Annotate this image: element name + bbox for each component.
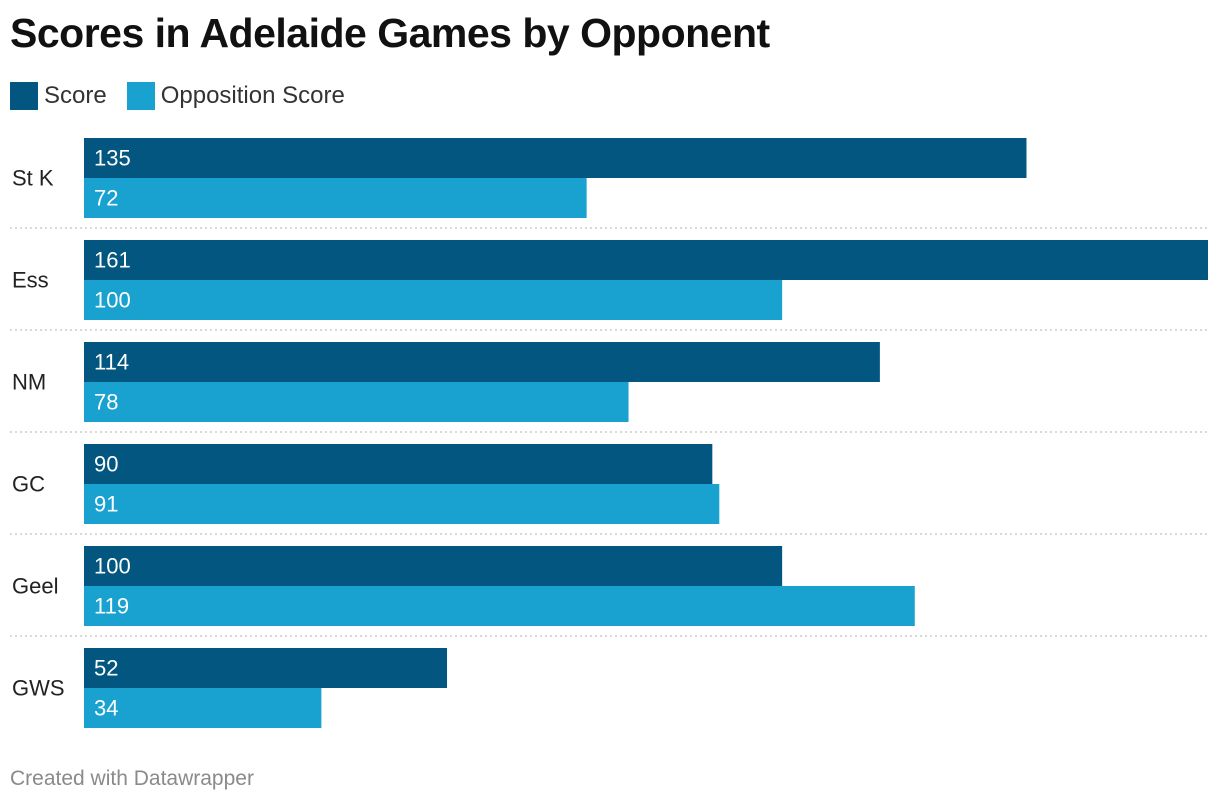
bar-gc-opposition-score (84, 484, 720, 524)
footer-credit: Created with Datawrapper (10, 767, 254, 790)
bar-gws-score (84, 648, 448, 688)
bar-chart: St K 135 72 Ess 161 100 NM 114 78 GC 90 91 Geel 100 11… (10, 138, 1208, 728)
data-label-ess-opposition-score: 100 (94, 288, 131, 313)
legend-item-opposition-score: Opposition Score (126, 82, 345, 110)
data-label-gws-score: 52 (94, 656, 118, 681)
category-label-gc: GC (12, 472, 45, 497)
bar-st-k-score (84, 138, 1027, 178)
legend: Score Opposition Score (10, 82, 365, 110)
category-label-gws: GWS (12, 676, 65, 701)
bar-geel-opposition-score (84, 586, 915, 626)
category-label-geel: Geel (12, 574, 58, 599)
bar-gc-score (84, 444, 713, 484)
data-label-gc-score: 90 (94, 452, 118, 477)
data-label-st-k-score: 135 (94, 146, 131, 171)
data-label-ess-score: 161 (94, 248, 131, 273)
bar-ess-score (84, 240, 1208, 280)
legend-swatch-score (10, 82, 38, 110)
chart-title: Scores in Adelaide Games by Opponent (10, 10, 770, 56)
bar-nm-score (84, 342, 880, 382)
data-label-nm-score: 114 (94, 350, 129, 375)
legend-swatch-opposition-score (126, 82, 155, 110)
category-label-ess: Ess (12, 268, 49, 293)
legend-label-score: Score (44, 82, 107, 109)
bar-ess-opposition-score (84, 280, 783, 320)
data-label-st-k-opposition-score: 72 (94, 186, 118, 211)
legend-item-score: Score (10, 82, 107, 110)
bar-nm-opposition-score (84, 382, 629, 422)
data-label-nm-opposition-score: 78 (94, 390, 118, 415)
category-label-nm: NM (12, 370, 46, 395)
data-label-gc-opposition-score: 91 (94, 492, 118, 517)
data-label-gws-opposition-score: 34 (94, 696, 118, 721)
bar-geel-score (84, 546, 783, 586)
legend-label-opposition-score: Opposition Score (160, 82, 345, 109)
data-label-geel-opposition-score: 119 (94, 594, 129, 619)
bar-st-k-opposition-score (84, 178, 587, 218)
bar-gws-opposition-score (84, 688, 322, 728)
category-label-st-k: St K (12, 166, 54, 191)
data-label-geel-score: 100 (94, 554, 131, 579)
